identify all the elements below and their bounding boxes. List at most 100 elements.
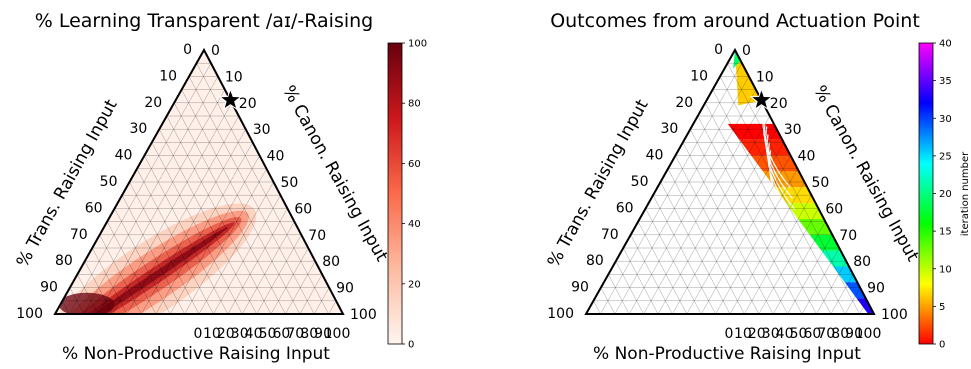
tick-bottom: 70 [286, 326, 304, 342]
tick-left: 100 [16, 306, 43, 322]
colorbar-tick-label: 15 [939, 227, 952, 238]
panel-left: % Learning Transparent /aɪ/-Raising 0010… [13, 10, 427, 364]
tick-bottom: 10 [734, 326, 752, 342]
grid-line [859, 300, 868, 315]
trajectory-segment [844, 282, 866, 299]
tick-right: 50 [281, 175, 299, 191]
grid-line [155, 142, 253, 315]
trajectory-segment [727, 123, 783, 140]
tick-left: 0 [714, 42, 723, 58]
grid-line [787, 234, 833, 315]
tick-bottom: 50 [259, 326, 277, 342]
tick-right: 100 [881, 307, 908, 323]
grid-line [285, 261, 316, 315]
grid-line [121, 195, 185, 315]
bottom-axis-label-left: % Non-Productive Raising Input [62, 344, 330, 364]
grid-line [328, 300, 337, 315]
colorbar-tick-label: 0 [408, 340, 414, 351]
grid-line [270, 247, 309, 315]
tick-bottom: 40 [776, 326, 794, 342]
grid-line [593, 300, 601, 315]
grid-line [126, 115, 239, 315]
grid-line [151, 142, 243, 315]
grid-line [92, 247, 128, 315]
tick-bottom: 20 [748, 326, 766, 342]
tick-left: 20 [144, 95, 162, 111]
trajectory-curve [769, 150, 803, 244]
grid-line [227, 208, 288, 315]
tick-right: 90 [867, 281, 885, 297]
tick-bottom: 0 [725, 326, 734, 342]
grid-line [166, 115, 272, 315]
grid-line [845, 287, 861, 315]
tick-bottom: 10 [203, 326, 221, 342]
colorbar-tick-label: 20 [408, 279, 421, 290]
grid-line [682, 142, 774, 315]
tick-right: 20 [239, 96, 257, 112]
grid-line [715, 168, 798, 315]
tick-bottom: 60 [272, 326, 290, 342]
tick-left: 90 [40, 280, 58, 296]
ternary-grid-left [62, 63, 337, 315]
grid-line [758, 208, 819, 315]
grid-line [667, 168, 745, 315]
tick-bottom: 0 [194, 326, 203, 342]
trajectory-segment [751, 155, 799, 172]
tick-left: 50 [100, 174, 118, 190]
grid-line [77, 274, 99, 315]
tick-left: 0 [183, 42, 192, 58]
tick-right: 70 [308, 228, 326, 244]
panel-left-title: % Learning Transparent /aɪ/-Raising [35, 10, 374, 32]
grid-line [773, 221, 826, 315]
grid-line [623, 247, 659, 315]
grid-line [615, 261, 644, 315]
colorbar-left [387, 42, 403, 345]
tick-right: 10 [225, 69, 243, 85]
tick-right: 20 [770, 96, 788, 112]
actuation-star [218, 87, 243, 111]
tick-right: 100 [350, 307, 377, 323]
colorbar-right [918, 42, 934, 345]
tick-left: 70 [601, 227, 619, 243]
tick-bottom: 80 [831, 326, 849, 342]
colorbar-tick-label: 5 [939, 302, 945, 313]
colorbar-tick-label: 40 [939, 39, 952, 50]
grid-line [114, 208, 171, 315]
tick-right: 40 [267, 149, 285, 165]
grid-line [213, 195, 281, 315]
grid-line [830, 274, 854, 315]
grid-line [69, 63, 212, 315]
tick-right: 90 [336, 281, 354, 297]
grid-line [299, 274, 323, 315]
grid-line [608, 274, 630, 315]
colorbar-tick-label: 35 [939, 76, 952, 87]
ternary-frame-right [584, 47, 876, 315]
tick-right: 80 [853, 254, 871, 270]
panel-right-title: Outcomes from around Actuation Point [550, 10, 920, 32]
trajectory-segment [798, 219, 833, 235]
grid-line [106, 221, 156, 315]
grid-line [184, 168, 267, 315]
tick-right: 10 [756, 69, 774, 85]
tick-bottom: 90 [845, 326, 863, 342]
actuation-point-star-right [749, 87, 774, 111]
grid-line [600, 63, 743, 315]
grid-line [62, 300, 70, 315]
grid-line [98, 89, 226, 315]
grid-line [314, 287, 330, 315]
tick-bottom: 30 [762, 326, 780, 342]
grid-line [744, 195, 812, 315]
trajectory-curve [766, 134, 798, 221]
grid-line [129, 181, 200, 315]
colorbar-tick-label: 25 [939, 151, 952, 162]
bottom-axis-label-right: % Non-Productive Raising Input [593, 344, 861, 364]
tick-bottom: 100 [855, 326, 882, 342]
colorbar-right-ticks: 0 5 10 15 20 25 30 35 40 [933, 39, 952, 351]
tick-bottom: 60 [803, 326, 821, 342]
colorbar-tick-label: 20 [939, 189, 952, 200]
trajectory-fan-tip [733, 50, 741, 69]
tick-left: 90 [571, 280, 589, 296]
